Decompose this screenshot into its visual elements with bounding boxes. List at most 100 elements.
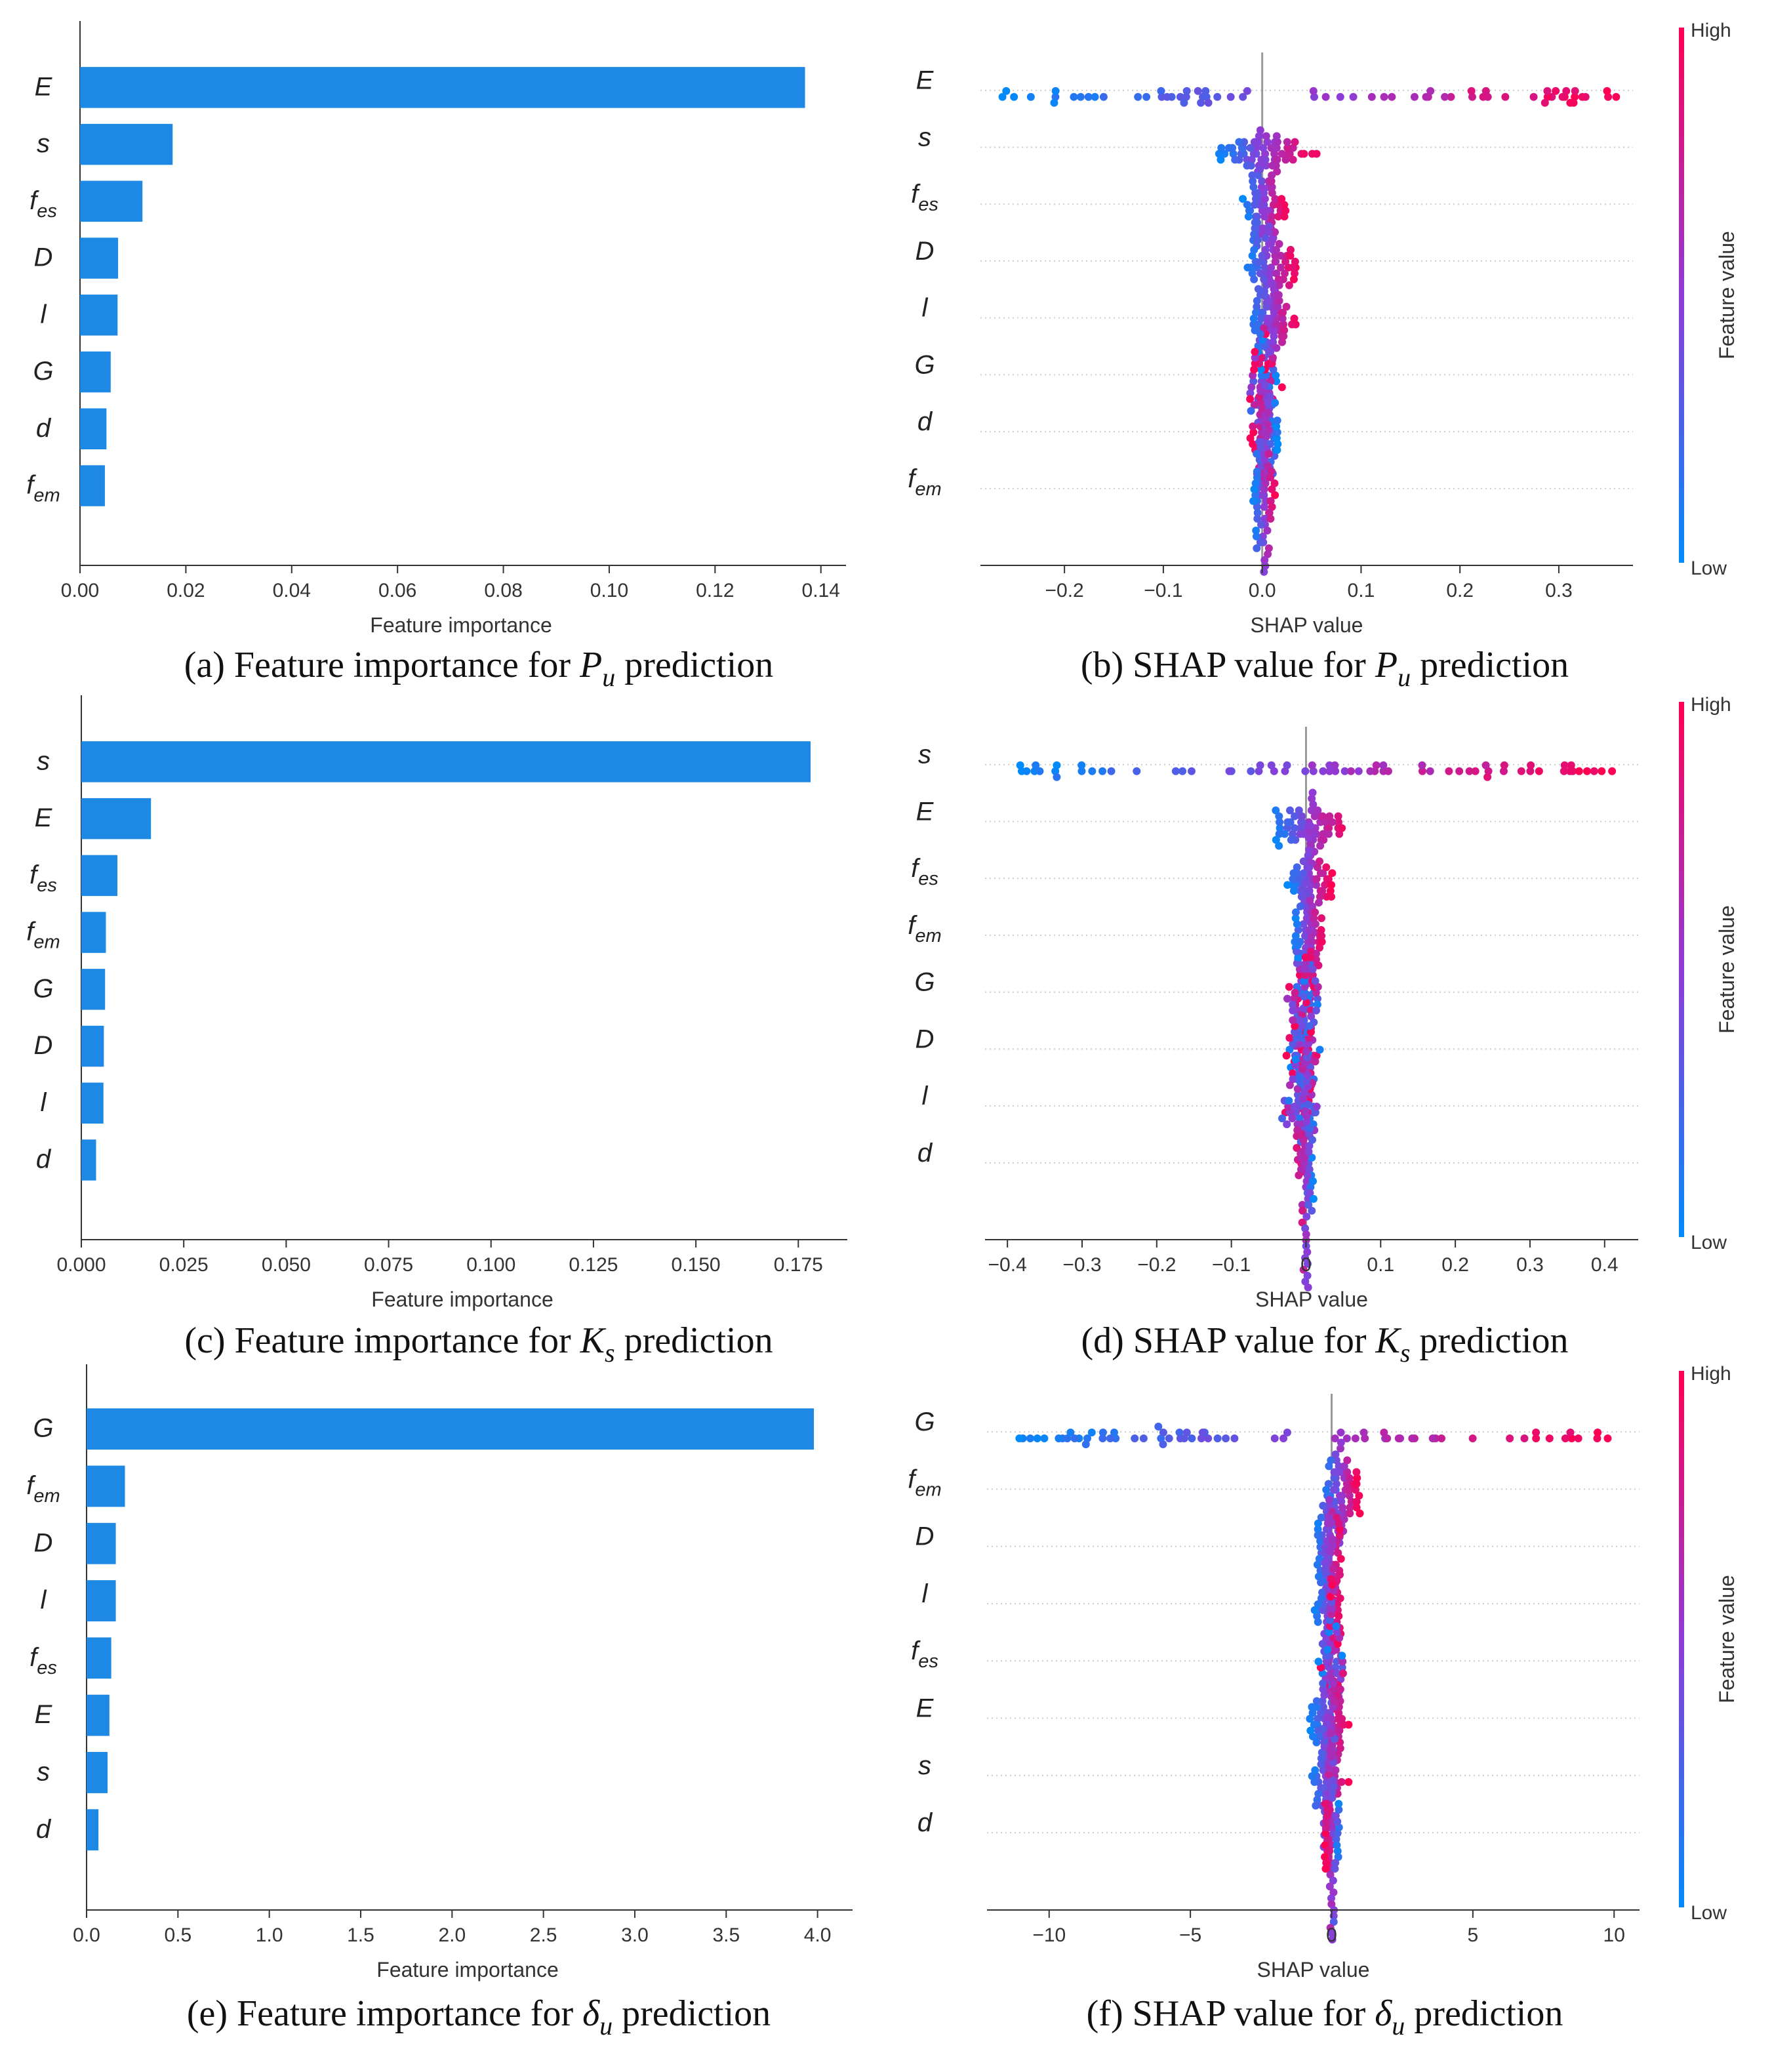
shap-point [1283,824,1291,832]
shap-point [1257,354,1266,362]
shap-point [1253,473,1261,481]
shap-point [1306,1006,1315,1015]
shap-point [1302,1047,1310,1055]
shap-point [1333,1513,1341,1522]
shap-point [1297,824,1305,832]
shap-point [1500,761,1508,769]
shap-point [1275,296,1283,305]
shap-point [1291,138,1299,146]
shap-point [1603,87,1611,95]
shap-point [1306,1726,1315,1735]
shap-point [1306,840,1315,848]
shap-point [1332,1480,1340,1488]
shap-point [1314,961,1323,969]
shap-point [1320,1742,1329,1751]
shap-point [1300,983,1309,991]
shap-point [1306,1183,1315,1191]
shap-point [1268,354,1277,362]
shap-point [1204,98,1213,107]
shap-point [1252,532,1260,540]
shap-point [1261,414,1270,422]
shap-point [1249,320,1258,329]
shap-point [1312,881,1320,889]
shap-point [1299,1265,1308,1274]
shap-point [1447,92,1455,101]
shap-point [1026,92,1035,101]
shap-point [1319,1685,1327,1694]
shap-point [1260,514,1269,523]
shap-point [1296,902,1304,910]
x-tick-label: 0.100 [466,1254,515,1276]
shap-point [1343,1456,1352,1465]
shap-point [1333,1847,1342,1856]
shap-point [1264,318,1272,327]
shap-point [1540,98,1549,107]
shap-point [1336,1594,1344,1602]
shap-point [1441,92,1449,101]
shap-point [1033,1434,1041,1443]
shap-point [1328,1535,1337,1543]
shap-point [1243,201,1251,209]
shap-point [1087,1429,1096,1437]
shap-point [1346,1503,1354,1512]
shap-point [1258,491,1266,499]
shap-point [1248,269,1257,277]
shap-point [1333,1640,1342,1648]
shap-point [1285,1081,1294,1089]
shap-point [1266,473,1275,481]
shap-point [1257,257,1265,266]
shap-point [1327,1575,1335,1583]
shap-point [1265,222,1274,230]
shap-point [1298,1129,1306,1138]
bar-G [81,969,106,1010]
x-tick-label: 0.075 [364,1254,413,1276]
shap-point [1314,1600,1322,1608]
shap-point [1299,1206,1307,1215]
shap-point [1253,514,1262,523]
shap-point [1334,818,1342,826]
shap-point [1575,767,1583,775]
shap-point [1304,1283,1312,1291]
shap-point [1246,144,1255,152]
shap-point [1247,407,1255,415]
shap-point [1278,195,1286,203]
shap-point [1312,1801,1320,1810]
shap-point [1352,1468,1361,1476]
shap-point [1319,1703,1327,1711]
x-tick-label: 0.10 [590,580,628,601]
shap-point [1342,1434,1351,1443]
shap-point [1309,1194,1318,1203]
shap-point [1106,1434,1114,1443]
shap-point [1022,767,1031,775]
shap-point [1288,263,1297,272]
shap-point [1290,824,1299,832]
x-tick-label: 1.0 [256,1924,283,1946]
shap-point [1288,830,1297,838]
shap-point [1325,1770,1333,1779]
x-axis-label: Feature importance [371,1288,553,1311]
feature-label-fes: fes [911,180,938,215]
shap-point [1308,971,1317,979]
shap-point [1260,195,1269,203]
shap-point [1279,320,1287,329]
x-tick-label: 0.0 [73,1924,100,1946]
shap-point [1286,245,1295,254]
shap-point [1175,1429,1184,1437]
shap-point [1299,1004,1308,1013]
shap-point [1298,1200,1306,1209]
x-tick-label: 2.0 [438,1924,466,1946]
shap-point [1303,1171,1312,1179]
colorbar [1679,1371,1684,1907]
shap-point [1204,1434,1213,1443]
feature-label-d: d [917,1139,933,1168]
x-tick-label: 0.12 [696,580,734,601]
shap-point [1264,544,1273,552]
shap-point [1299,869,1308,878]
shap-point [1313,994,1321,1003]
x-tick-label: −0.1 [1212,1254,1251,1276]
shap-point [1329,1888,1338,1897]
shap-point [1301,1253,1310,1262]
shap-point [1307,806,1316,815]
shap-point [1308,1772,1316,1780]
shap-point [1278,338,1286,346]
